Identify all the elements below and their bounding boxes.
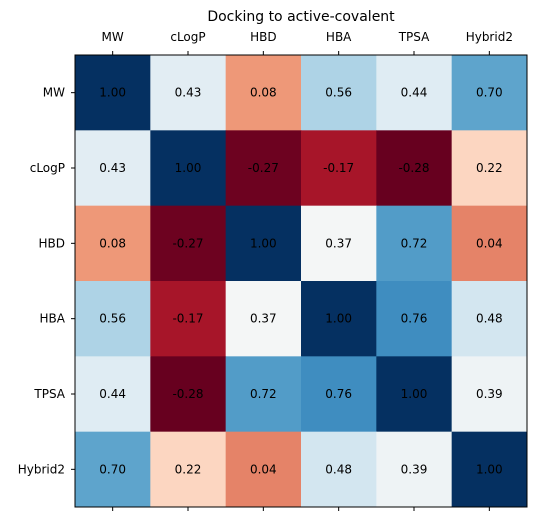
cell-value-label-3-4: 0.76 (401, 312, 428, 326)
heatmap-cells (75, 55, 528, 508)
cell-value-label-0-1: 0.43 (175, 86, 202, 100)
y-axis-ticks: MW cLogP HBD HBA TPSA Hybrid2 (18, 86, 75, 476)
x-tick-label-4: TPSA (398, 30, 430, 44)
cell-value-label-5-5: 1.00 (476, 462, 503, 476)
heatmap-cell-3-5 (451, 281, 528, 357)
cell-value-label-4-5: 0.39 (476, 387, 503, 401)
cell-value-label-1-3: -0.17 (323, 161, 354, 175)
cell-value-label-2-1: -0.27 (172, 236, 203, 250)
heatmap-cell-4-3 (301, 356, 377, 433)
x-tick-label-1: cLogP (170, 30, 205, 44)
heatmap-cell-5-1 (150, 431, 227, 508)
cell-value-label-4-3: 0.76 (325, 387, 352, 401)
heatmap-cell-3-2 (225, 281, 302, 357)
heatmap-cell-0-1 (150, 55, 227, 131)
heatmap-cell-3-3 (301, 281, 377, 357)
heatmap-cell-0-5 (451, 55, 528, 131)
x-tick-label-0: MW (102, 30, 124, 44)
y-tick-label-2: HBD (39, 236, 66, 250)
heatmap-cell-5-3 (301, 431, 377, 508)
x-tick-label-5: Hybrid2 (466, 30, 513, 44)
cell-value-label-3-0: 0.56 (99, 312, 126, 326)
heatmap-cell-1-4 (376, 130, 453, 207)
cell-value-label-3-3: 1.00 (325, 312, 352, 326)
y-tick-label-0: MW (43, 86, 65, 100)
cell-value-label-5-4: 0.39 (401, 462, 428, 476)
cell-value-label-1-4: -0.28 (398, 161, 429, 175)
heatmap-cell-4-0 (75, 356, 151, 433)
cell-value-label-3-5: 0.48 (476, 312, 503, 326)
heatmap-cell-labels: 1.00 0.43 0.08 0.56 0.44 0.70 0.43 1.00 -0.27 -0.… (99, 86, 502, 477)
chart-title: Docking to active-covalent (207, 9, 395, 25)
heatmap-cell-2-3 (301, 205, 377, 282)
heatmap-cell-2-0 (75, 205, 151, 282)
heatmap-cell-1-5 (451, 130, 528, 207)
cell-value-label-5-1: 0.22 (175, 462, 202, 476)
heatmap-cell-1-0 (75, 130, 151, 207)
heatmap-cell-5-2 (225, 431, 302, 508)
cell-value-label-4-4: 1.00 (401, 387, 428, 401)
y-tick-label-5: Hybrid2 (18, 462, 65, 476)
heatmap-cell-0-4 (376, 55, 453, 131)
cell-value-label-4-1: -0.28 (172, 387, 203, 401)
cell-value-label-0-5: 0.70 (476, 86, 503, 100)
heatmap-cell-2-2 (225, 205, 302, 282)
heatmap-cell-4-1 (150, 356, 227, 433)
x-tick-label-2: HBD (250, 30, 277, 44)
cell-value-label-3-2: 0.37 (250, 312, 277, 326)
heatmap-cell-3-4 (376, 281, 453, 357)
x-tick-label-3: HBA (326, 30, 352, 44)
cell-value-label-5-2: 0.04 (250, 462, 277, 476)
cell-value-label-1-0: 0.43 (99, 161, 126, 175)
heatmap-cell-0-0 (75, 55, 151, 131)
cell-value-label-0-0: 1.00 (99, 86, 126, 100)
cell-value-label-5-0: 0.70 (99, 462, 126, 476)
cell-value-label-0-3: 0.56 (325, 86, 352, 100)
y-tick-label-3: HBA (40, 312, 66, 326)
heatmap-cell-2-4 (376, 205, 453, 282)
cell-value-label-2-3: 0.37 (325, 236, 352, 250)
heatmap-cell-4-2 (225, 356, 302, 433)
cell-value-label-1-5: 0.22 (476, 161, 503, 175)
heatmap-cell-0-3 (301, 55, 377, 131)
cell-value-label-1-1: 1.00 (175, 161, 202, 175)
plot-frame (74, 54, 528, 508)
cell-value-label-4-2: 0.72 (250, 387, 277, 401)
heatmap-cell-1-1 (150, 130, 227, 207)
cell-value-label-2-0: 0.08 (99, 236, 126, 250)
cell-value-label-2-5: 0.04 (476, 236, 503, 250)
heatmap-cell-5-0 (75, 431, 151, 508)
heatmap-cell-1-2 (225, 130, 302, 207)
heatmap-cell-5-5 (451, 431, 528, 508)
heatmap-cell-3-1 (150, 281, 227, 357)
cell-value-label-4-0: 0.44 (99, 387, 126, 401)
y-tick-label-4: TPSA (33, 387, 65, 401)
heatmap-cell-1-3 (301, 130, 377, 207)
heatmap-cell-3-0 (75, 281, 151, 357)
heatmap-cell-4-4 (376, 356, 453, 433)
cell-value-label-5-3: 0.48 (325, 462, 352, 476)
heatmap-cell-4-5 (451, 356, 528, 433)
cell-value-label-1-2: -0.27 (248, 161, 279, 175)
cell-value-label-3-1: -0.17 (172, 312, 203, 326)
x-axis-ticks: MW cLogP HBD HBA TPSA Hybrid2 (102, 30, 513, 511)
heatmap-cell-0-2 (225, 55, 302, 131)
heatmap-cell-2-5 (451, 205, 528, 282)
cell-value-label-0-4: 0.44 (401, 86, 428, 100)
heatmap-cell-2-1 (150, 205, 227, 282)
cell-value-label-2-4: 0.72 (401, 236, 428, 250)
heatmap-cell-5-4 (376, 431, 453, 508)
cell-value-label-2-2: 1.00 (250, 236, 277, 250)
y-tick-label-1: cLogP (30, 161, 65, 175)
cell-value-label-0-2: 0.08 (250, 86, 277, 100)
